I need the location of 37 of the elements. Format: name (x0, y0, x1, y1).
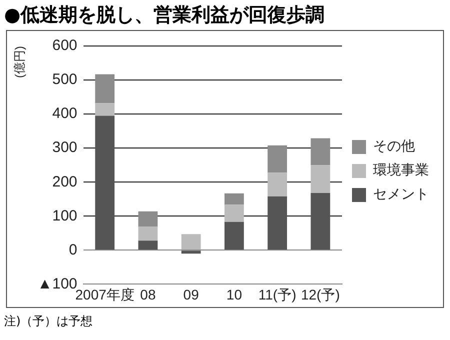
bar (268, 145, 288, 173)
bar (268, 196, 288, 250)
x-tick-label: 2007年度 (75, 286, 134, 302)
bar (95, 116, 115, 250)
bar (138, 226, 158, 241)
bar (310, 165, 330, 194)
y-tick-label: 200 (52, 173, 78, 190)
y-tick-label: 400 (52, 105, 78, 122)
y-tick-label: 300 (52, 139, 78, 156)
bar (310, 193, 330, 250)
y-axis-title: (億円) (12, 46, 27, 78)
bar (181, 250, 201, 254)
chart-title: ●低迷期を脱し、営業利益が回復歩調 (3, 3, 326, 28)
bar (310, 138, 330, 166)
bar (224, 204, 244, 222)
y-tick-label: 100 (52, 207, 78, 224)
x-tick-label: 08 (140, 286, 156, 302)
x-tick-label: 10 (226, 286, 242, 302)
legend-label: セメント (373, 186, 429, 203)
y-tick-label: 600 (52, 37, 78, 54)
y-tick-label: ▲100 (37, 275, 78, 292)
legend-label: 環境事業 (373, 162, 429, 179)
x-tick-label: 12(予) (300, 286, 340, 302)
bar (268, 172, 288, 196)
x-tick-label: 11(予) (258, 286, 296, 302)
x-tick-label: 09 (183, 286, 200, 302)
bar (95, 103, 115, 116)
y-tick-label: 500 (52, 71, 78, 88)
bar (138, 240, 158, 250)
bar (95, 74, 115, 104)
bar (224, 222, 244, 250)
y-tick-label: 0 (68, 241, 78, 258)
bar (181, 234, 201, 250)
legend-label: その他 (373, 138, 415, 155)
bar (224, 193, 244, 205)
text: 注)（予）は予想 (3, 313, 94, 330)
bar (138, 211, 158, 227)
